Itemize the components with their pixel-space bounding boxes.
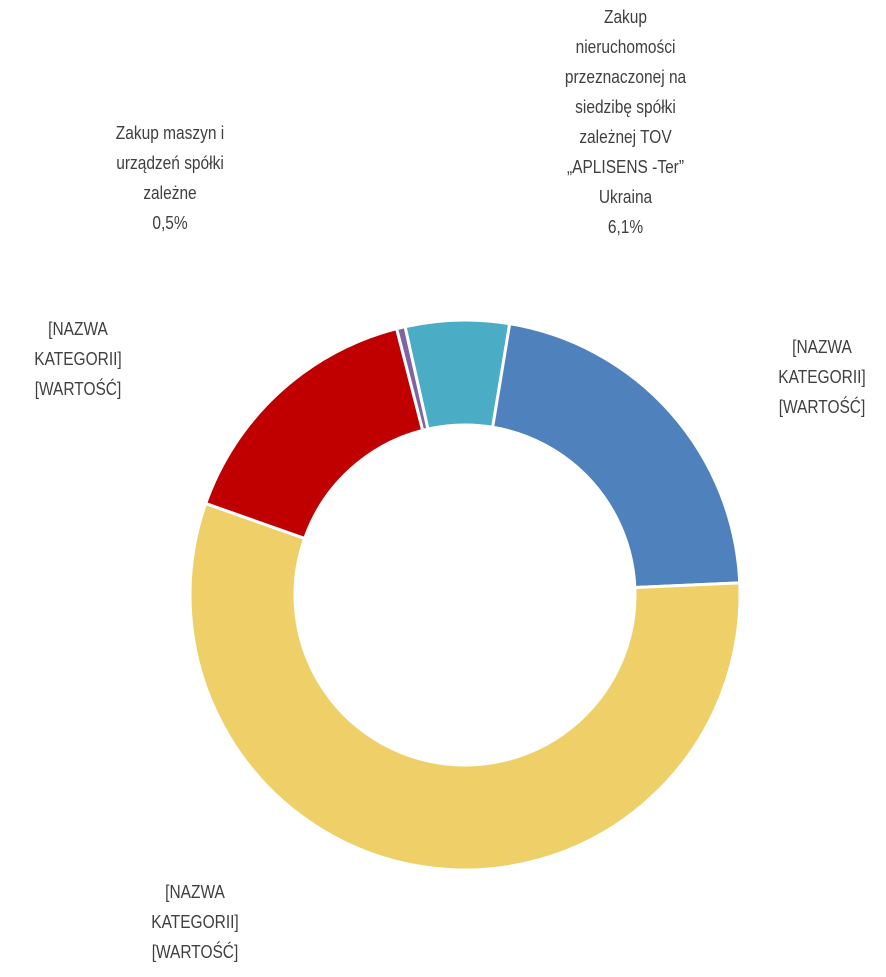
value-label: 6,1%	[607, 217, 643, 237]
donut-slice	[188, 501, 742, 872]
category-label: Zakup nieruchomości przeznaczonej na sie…	[564, 7, 686, 207]
value-label: [WARTOŚĆ]	[34, 379, 122, 399]
category-label: [NAZWA KATEGORII]	[778, 337, 866, 387]
donut-slice	[203, 326, 425, 541]
category-label: [NAZWA KATEGORII]	[151, 882, 239, 932]
category-label: [NAZWA KATEGORII]	[34, 319, 122, 369]
data-label: Zakup maszyn i urządzeń spółki zależne 0,…	[88, 118, 251, 238]
data-label: [NAZWA KATEGORII] [WARTOŚĆ]	[143, 877, 246, 967]
data-label: Zakup nieruchomości przeznaczonej na sie…	[554, 2, 696, 242]
value-label: [WARTOŚĆ]	[778, 397, 866, 417]
value-label: [WARTOŚĆ]	[151, 942, 239, 962]
data-label: [NAZWA KATEGORII] [WARTOŚĆ]	[26, 314, 129, 404]
donut-slice	[490, 321, 742, 590]
value-label: 0,5%	[152, 213, 188, 233]
donut-slice	[394, 324, 430, 433]
category-label: Zakup maszyn i urządzeń spółki zależne	[115, 123, 225, 203]
data-label: [NAZWA KATEGORII] [WARTOŚĆ]	[770, 332, 873, 422]
